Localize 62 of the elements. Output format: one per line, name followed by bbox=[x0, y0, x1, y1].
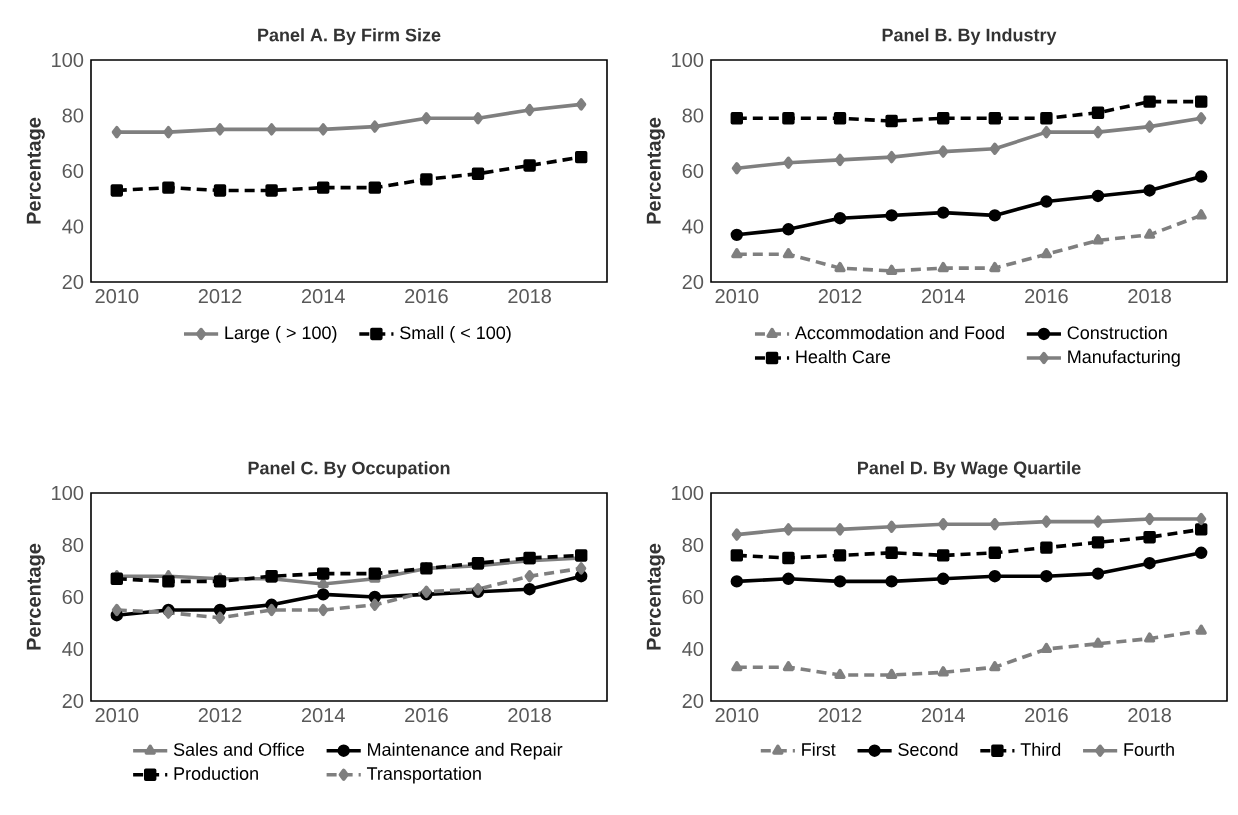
y-tick-label: 80 bbox=[682, 108, 704, 123]
x-tick-label: 2014 bbox=[301, 289, 345, 304]
x-tick-label: 2018 bbox=[1128, 289, 1171, 304]
legend-label: Construction bbox=[1067, 325, 1167, 340]
legend-label: Third bbox=[1020, 742, 1061, 756]
x-tick-label: 2010 bbox=[715, 289, 759, 304]
y-tick-label: 20 bbox=[62, 693, 84, 709]
chart-title: Panel D. By Wage Quartile bbox=[858, 461, 1081, 478]
x-tick-label: 2018 bbox=[1128, 708, 1171, 723]
y-tick-label: 80 bbox=[62, 537, 84, 553]
x-tick-label: 2012 bbox=[198, 289, 242, 304]
y-tick-label: 100 bbox=[672, 485, 704, 501]
y-tick-label: 20 bbox=[62, 274, 84, 290]
x-tick-label: 2016 bbox=[1025, 708, 1068, 723]
y-tick-label: 40 bbox=[682, 219, 704, 234]
y-axis-title: Percentage bbox=[26, 117, 45, 224]
x-tick-label: 2014 bbox=[921, 289, 965, 304]
legend-label: Health Care bbox=[796, 349, 891, 364]
legend-label: Accommodation and Food bbox=[794, 325, 1004, 340]
chart-title: Panel B. By Industry bbox=[882, 28, 1057, 45]
x-tick-label: 2010 bbox=[95, 708, 139, 723]
y-tick-label: 40 bbox=[62, 219, 84, 234]
x-tick-label: 2016 bbox=[405, 708, 448, 723]
y-tick-label: 60 bbox=[682, 163, 704, 179]
x-tick-label: 2010 bbox=[715, 708, 759, 723]
legend-label: Large ( > 100) bbox=[225, 325, 337, 343]
x-tick-label: 2016 bbox=[405, 289, 448, 304]
x-tick-label: 2010 bbox=[95, 289, 139, 304]
y-tick-label: 60 bbox=[62, 589, 84, 605]
y-tick-label: 20 bbox=[682, 274, 704, 290]
legend-label: Fourth bbox=[1124, 742, 1174, 756]
legend-label: Sales and Office bbox=[173, 742, 305, 756]
x-tick-label: 2018 bbox=[508, 289, 551, 304]
chart-title: Panel C. By Occupation bbox=[248, 461, 450, 478]
y-tick-label: 80 bbox=[62, 108, 84, 123]
y-tick-label: 60 bbox=[682, 589, 704, 605]
y-tick-label: 40 bbox=[682, 641, 704, 657]
legend-label: Small ( < 100) bbox=[400, 325, 511, 343]
x-tick-label: 2014 bbox=[301, 708, 345, 723]
legend-label: Production bbox=[174, 766, 258, 780]
x-tick-label: 2012 bbox=[818, 289, 862, 304]
y-axis-title: Percentage bbox=[646, 117, 665, 224]
y-tick-label: 20 bbox=[682, 693, 704, 709]
y-tick-label: 80 bbox=[682, 537, 704, 553]
y-tick-label: 100 bbox=[52, 52, 84, 68]
legend-label: Transportation bbox=[366, 766, 481, 784]
y-tick-label: 100 bbox=[672, 52, 704, 68]
legend-label: Second bbox=[898, 742, 958, 756]
y-tick-label: 40 bbox=[62, 641, 84, 657]
x-tick-label: 2012 bbox=[818, 708, 862, 723]
y-axis-title: Percentage bbox=[646, 543, 665, 650]
y-tick-label: 60 bbox=[62, 163, 84, 179]
y-tick-label: 100 bbox=[52, 485, 84, 501]
legend-label: Maintenance and Repair bbox=[368, 742, 563, 760]
x-tick-label: 2018 bbox=[508, 708, 551, 723]
legend-label: Manufacturing bbox=[1068, 349, 1180, 367]
legend-label: First bbox=[802, 742, 836, 756]
x-tick-label: 2016 bbox=[1025, 289, 1068, 304]
x-tick-label: 2014 bbox=[921, 708, 965, 723]
chart-title: Panel A. By Firm Size bbox=[258, 28, 441, 45]
y-axis-title: Percentage bbox=[26, 543, 45, 650]
x-tick-label: 2012 bbox=[198, 708, 242, 723]
